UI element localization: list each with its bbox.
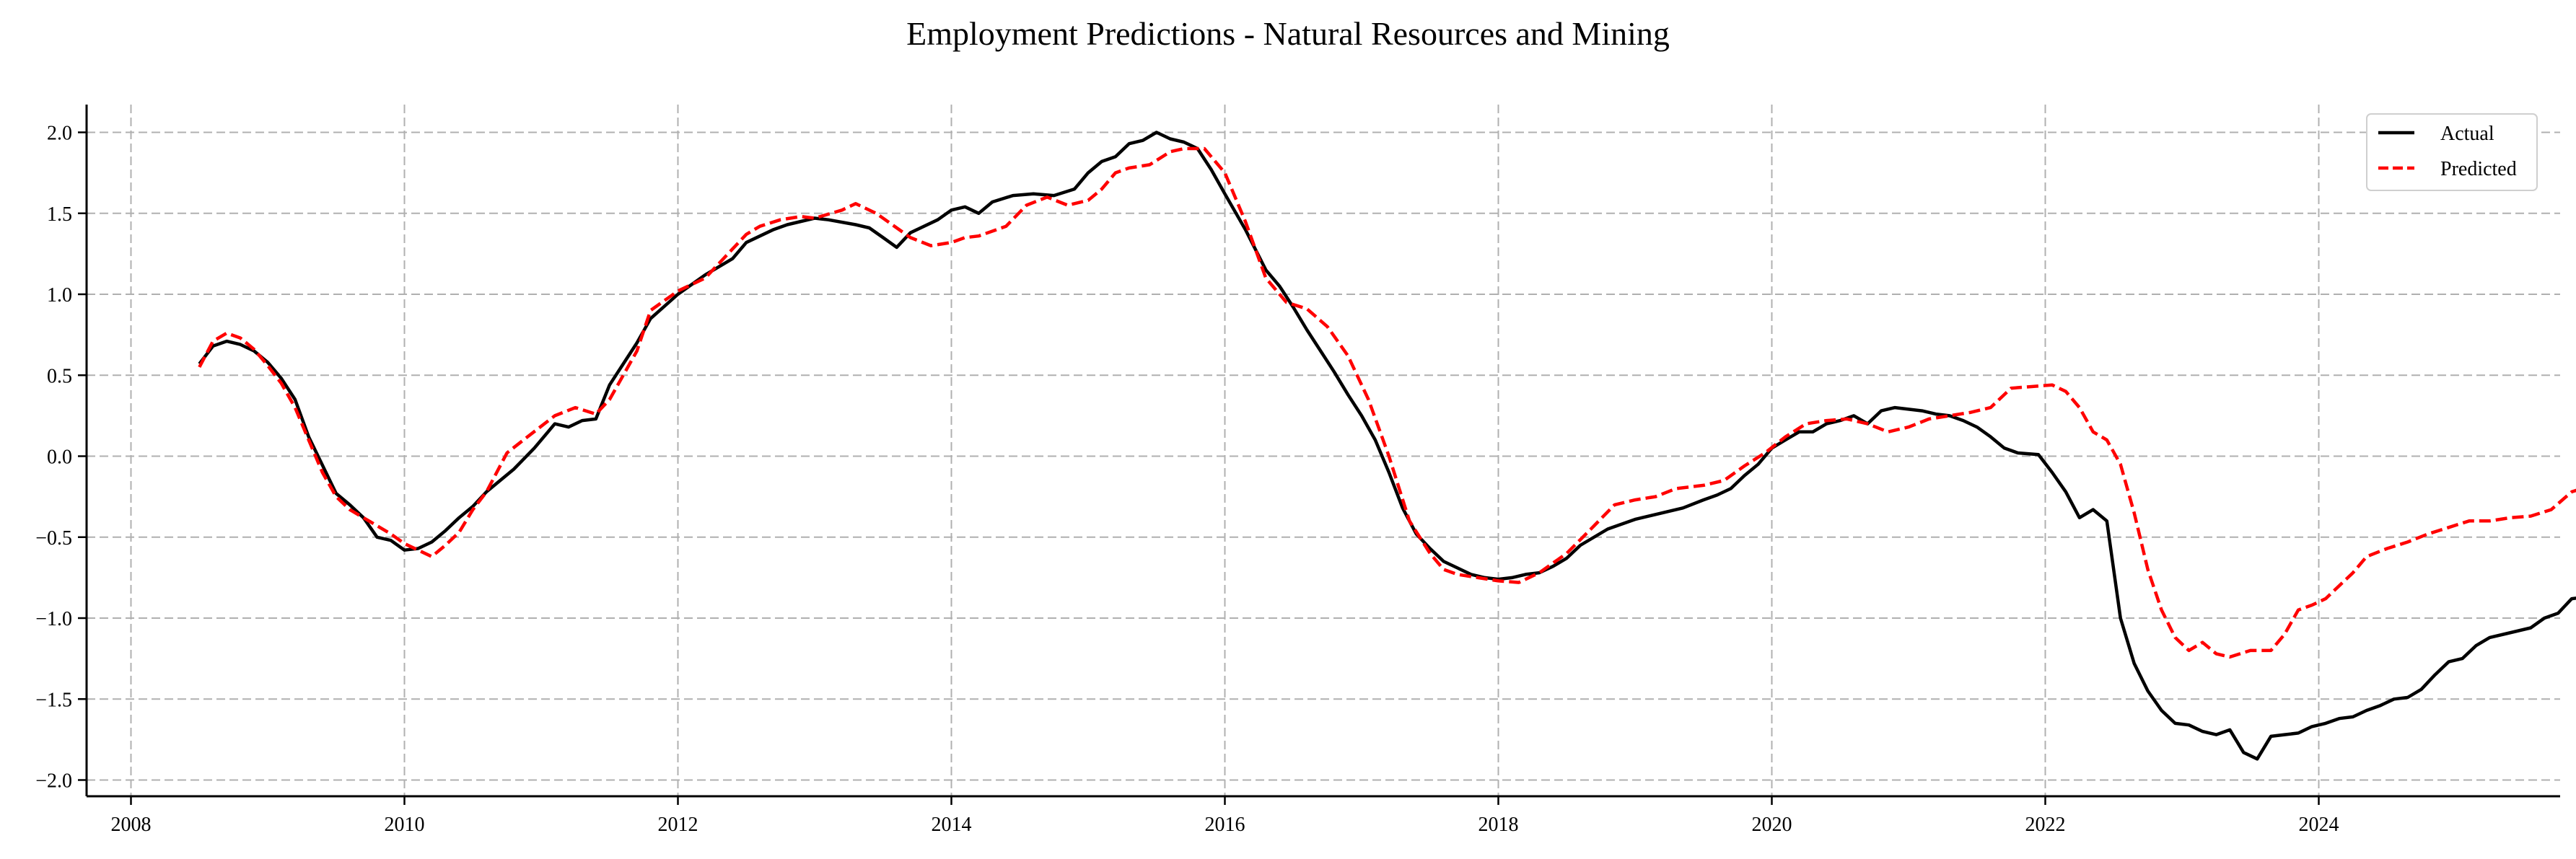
- y-tick-label: 2.0: [47, 123, 72, 145]
- y-tick-label: −1.5: [35, 689, 72, 711]
- grid: [87, 105, 2560, 796]
- legend-label-actual: Actual: [2440, 123, 2494, 145]
- legend: Actual Predicted: [2366, 113, 2538, 191]
- x-tick-label: 2008: [111, 814, 152, 836]
- chart-title: Employment Predictions - Natural Resourc…: [906, 15, 1670, 52]
- y-tick-label: 0.0: [47, 446, 72, 469]
- y-tick-label: 1.0: [47, 284, 72, 307]
- x-tick-label: 2010: [385, 814, 425, 836]
- series-line-predicted: [198, 146, 2576, 659]
- x-tick-label: 2022: [2025, 814, 2066, 836]
- x-tick-label: 2018: [1478, 814, 1519, 836]
- y-tick-label: 0.5: [47, 365, 72, 387]
- x-tick-label: 2024: [2299, 814, 2339, 836]
- x-tick-label: 2020: [1752, 814, 1792, 836]
- plot-area: 2008 2010 2012 2014 2016 2018 2020 2022 2024 2.0…: [35, 105, 2576, 836]
- x-axis-ticks: 2008 2010 2012 2014 2016 2018 2020 2022 2024: [111, 796, 2339, 836]
- legend-label-predicted: Predicted: [2440, 158, 2517, 180]
- y-axis-ticks: 2.0 1.5 1.0 0.5 0.0 −0.5 −1.0 −1.5 −2.0: [35, 123, 87, 793]
- x-tick-label: 2014: [932, 814, 972, 836]
- series-lines: [198, 131, 2576, 761]
- y-tick-label: 1.5: [47, 203, 72, 226]
- y-tick-label: −0.5: [35, 527, 72, 550]
- x-tick-label: 2012: [658, 814, 698, 836]
- series-line-actual: [198, 131, 2576, 761]
- y-tick-label: −2.0: [35, 770, 72, 793]
- y-tick-label: −1.0: [35, 608, 72, 630]
- x-tick-label: 2016: [1205, 814, 1245, 836]
